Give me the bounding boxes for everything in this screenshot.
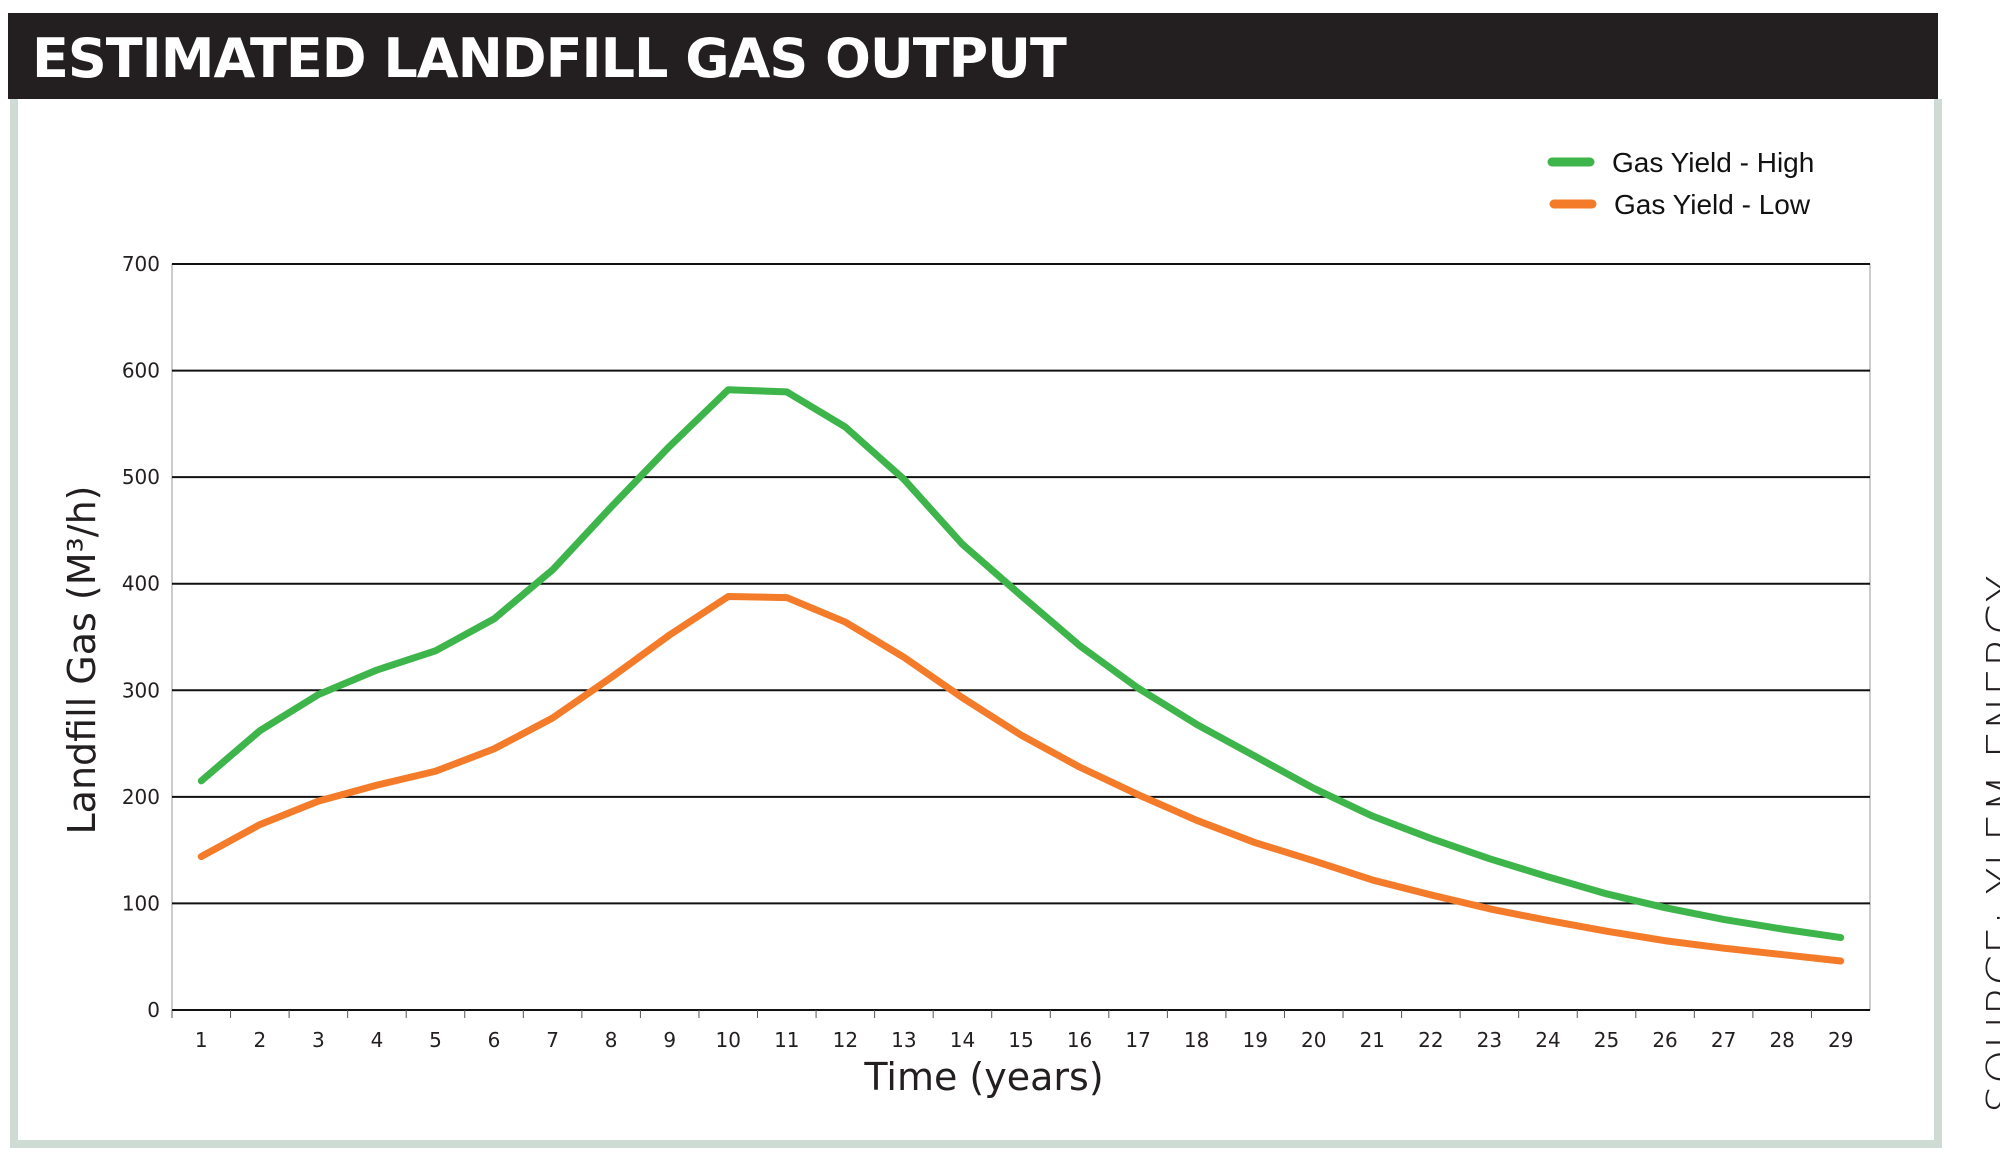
legend-label: Gas Yield - High	[1612, 147, 1814, 178]
x-tick-label: 22	[1418, 1028, 1443, 1052]
legend-label: Gas Yield - Low	[1614, 189, 1811, 220]
y-tick-label: 600	[122, 359, 160, 383]
x-tick-label: 3	[312, 1028, 325, 1052]
x-tick-label: 18	[1184, 1028, 1209, 1052]
y-tick-label: 500	[122, 465, 160, 489]
x-tick-label: 10	[716, 1028, 741, 1052]
x-tick-label: 11	[774, 1028, 799, 1052]
x-tick-label: 12	[833, 1028, 858, 1052]
y-tick-label: 200	[122, 785, 160, 809]
x-tick-label: 24	[1535, 1028, 1560, 1052]
y-axis-label: Landfill Gas (M³/h)	[60, 486, 104, 835]
x-tick-label: 7	[546, 1028, 559, 1052]
x-tick-label: 16	[1067, 1028, 1092, 1052]
x-tick-label: 5	[429, 1028, 442, 1052]
x-tick-label: 13	[891, 1028, 916, 1052]
y-tick-label: 0	[147, 998, 160, 1022]
x-tick-label: 17	[1125, 1028, 1150, 1052]
chart-frame	[10, 99, 1942, 1148]
x-tick-label: 6	[488, 1028, 501, 1052]
x-tick-label: 20	[1301, 1028, 1326, 1052]
x-tick-label: 21	[1360, 1028, 1385, 1052]
x-tick-label: 9	[663, 1028, 676, 1052]
y-tick-label: 700	[122, 252, 160, 276]
series-line-high	[197, 386, 1845, 942]
x-tick-label: 28	[1769, 1028, 1794, 1052]
x-tick-label: 1	[195, 1028, 208, 1052]
chart-title: ESTIMATED LANDFILL GAS OUTPUT	[32, 27, 1067, 90]
y-tick-label: 100	[122, 891, 160, 915]
x-tick-label: 25	[1594, 1028, 1619, 1052]
x-tick-label: 27	[1711, 1028, 1736, 1052]
x-tick-label: 26	[1652, 1028, 1677, 1052]
title-bar: ESTIMATED LANDFILL GAS OUTPUT	[8, 13, 1938, 99]
source-credit: SOURCE: YLEM ENERGY	[1978, 574, 2000, 1114]
x-tick-label: 14	[950, 1028, 975, 1052]
series-line-low	[197, 593, 1845, 965]
x-tick-label: 23	[1477, 1028, 1502, 1052]
x-tick-label: 15	[1008, 1028, 1033, 1052]
x-tick-label: 8	[605, 1028, 618, 1052]
x-tick-label: 19	[1242, 1028, 1267, 1052]
x-axis-label: Time (years)	[863, 1055, 1103, 1099]
x-tick-label: 29	[1828, 1028, 1853, 1052]
x-tick-label: 4	[371, 1028, 384, 1052]
y-tick-label: 400	[122, 572, 160, 596]
x-tick-label: 2	[253, 1028, 266, 1052]
y-tick-label: 300	[122, 678, 160, 702]
